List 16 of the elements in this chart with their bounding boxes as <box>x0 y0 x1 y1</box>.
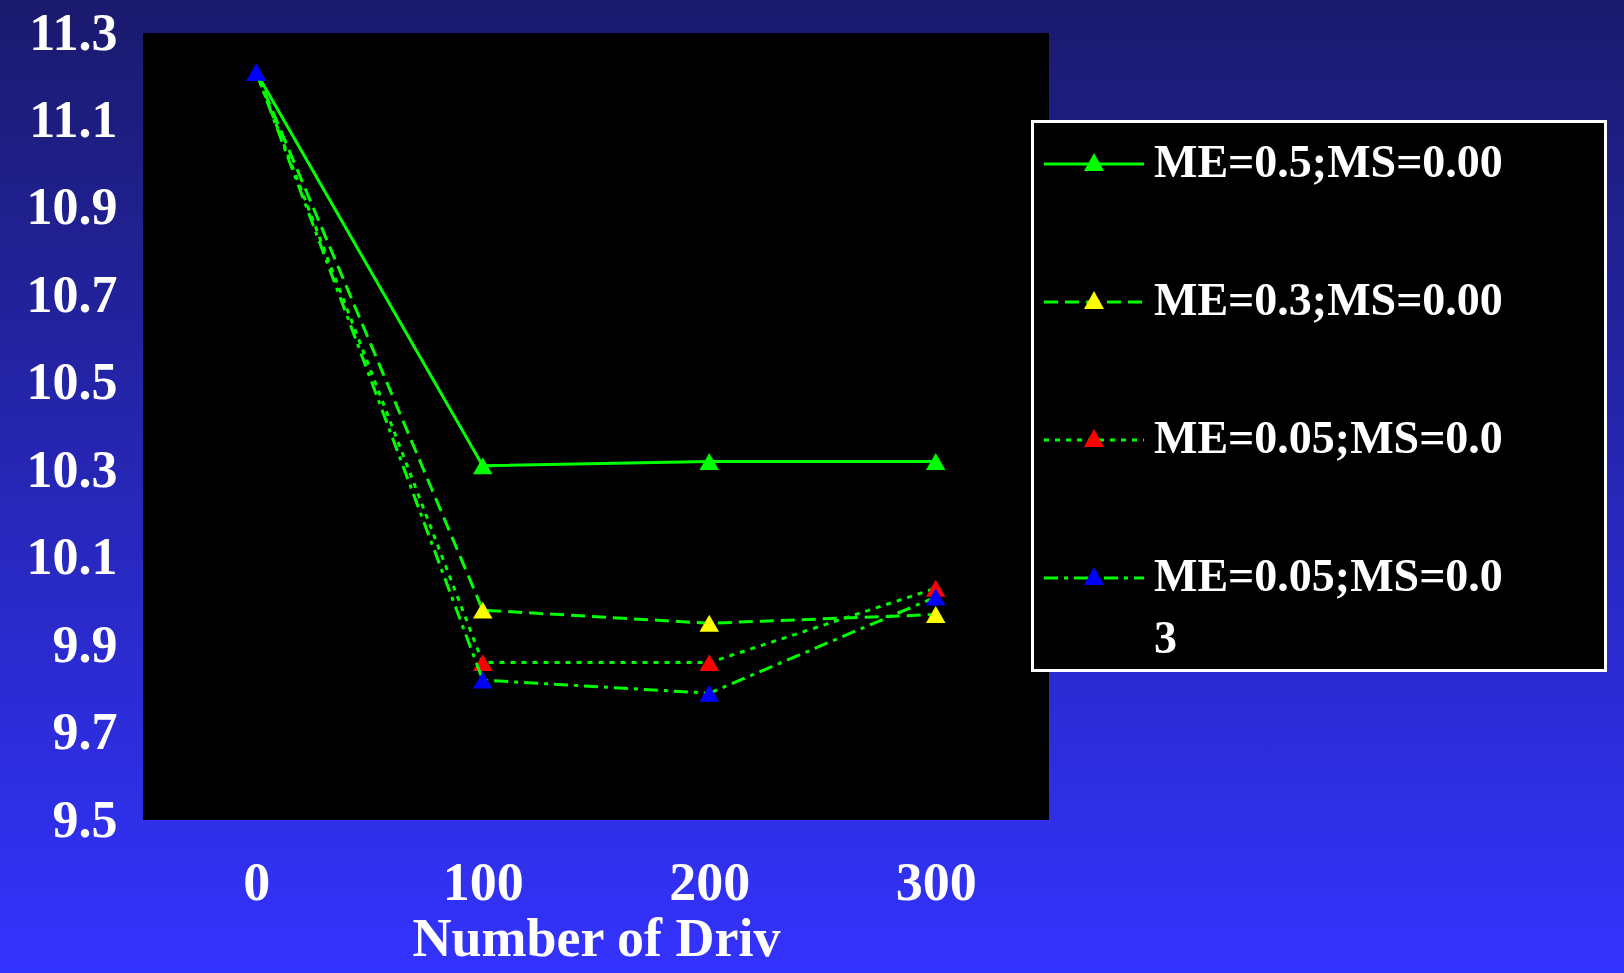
legend-label: ME=0.05;MS=0.0 <box>1154 411 1503 465</box>
y-tick-label: 10.5 <box>26 353 118 411</box>
y-tick-label: 9.5 <box>52 790 118 848</box>
x-tick-label: 300 <box>895 851 977 912</box>
y-tick-label: 9.7 <box>52 703 118 761</box>
y-tick-label: 10.3 <box>26 440 118 498</box>
legend-label: ME=0.3;MS=0.00 <box>1154 273 1503 327</box>
legend-label: ME=0.05;MS=0.0 3 <box>1154 549 1503 665</box>
x-tick-label: 0 <box>243 851 271 912</box>
y-tick-label: 11.1 <box>29 90 118 148</box>
y-tick-label: 10.1 <box>26 528 118 586</box>
y-tick-label: 10.7 <box>26 265 118 323</box>
y-tick-label: 10.9 <box>26 178 118 236</box>
legend-label: ME=0.5;MS=0.00 <box>1154 135 1503 189</box>
y-tick-label: 9.9 <box>52 615 118 673</box>
y-tick-label: 11.3 <box>29 3 118 61</box>
